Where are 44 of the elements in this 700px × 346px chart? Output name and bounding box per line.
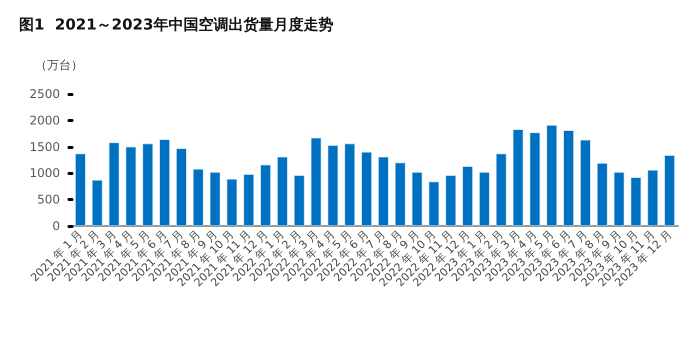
bar <box>378 156 389 226</box>
bar <box>277 156 288 226</box>
bar <box>142 144 153 226</box>
bar <box>361 152 372 226</box>
bar <box>479 172 490 226</box>
y-tick-label: 500 <box>37 192 60 207</box>
bar <box>210 172 220 226</box>
bar <box>126 146 136 226</box>
bar <box>75 154 86 226</box>
bar <box>412 172 422 226</box>
bar <box>260 164 271 226</box>
y-axis-title: （万台） <box>35 58 83 72</box>
bar <box>446 175 456 226</box>
bar <box>664 155 675 226</box>
bar <box>310 138 322 226</box>
bar <box>546 125 557 226</box>
bar <box>108 142 120 226</box>
bar <box>328 145 338 226</box>
bar <box>580 140 591 226</box>
bar <box>176 148 187 226</box>
bar <box>92 180 102 226</box>
y-tick-label: 2000 <box>29 113 60 128</box>
bar <box>159 139 170 226</box>
y-tick-label: 1500 <box>29 140 60 154</box>
bar <box>512 129 524 226</box>
bar <box>496 154 506 226</box>
bar <box>428 182 440 226</box>
bar <box>244 174 254 226</box>
y-tick-label: 2500 <box>29 87 60 101</box>
bar <box>614 172 624 226</box>
bar <box>530 132 540 226</box>
bar <box>294 175 304 226</box>
bar <box>226 179 238 226</box>
bar <box>395 162 406 226</box>
chart-title: 图1 2021～2023年中国空调出货量月度走势 <box>19 16 334 34</box>
y-tick-label: 1000 <box>29 166 60 180</box>
bar <box>630 177 642 226</box>
bar <box>462 166 473 226</box>
y-tick-label: 0 <box>52 219 60 233</box>
bar <box>648 170 658 226</box>
bar <box>597 163 608 226</box>
bar <box>344 144 355 226</box>
bar <box>563 130 574 226</box>
bar <box>193 168 204 226</box>
